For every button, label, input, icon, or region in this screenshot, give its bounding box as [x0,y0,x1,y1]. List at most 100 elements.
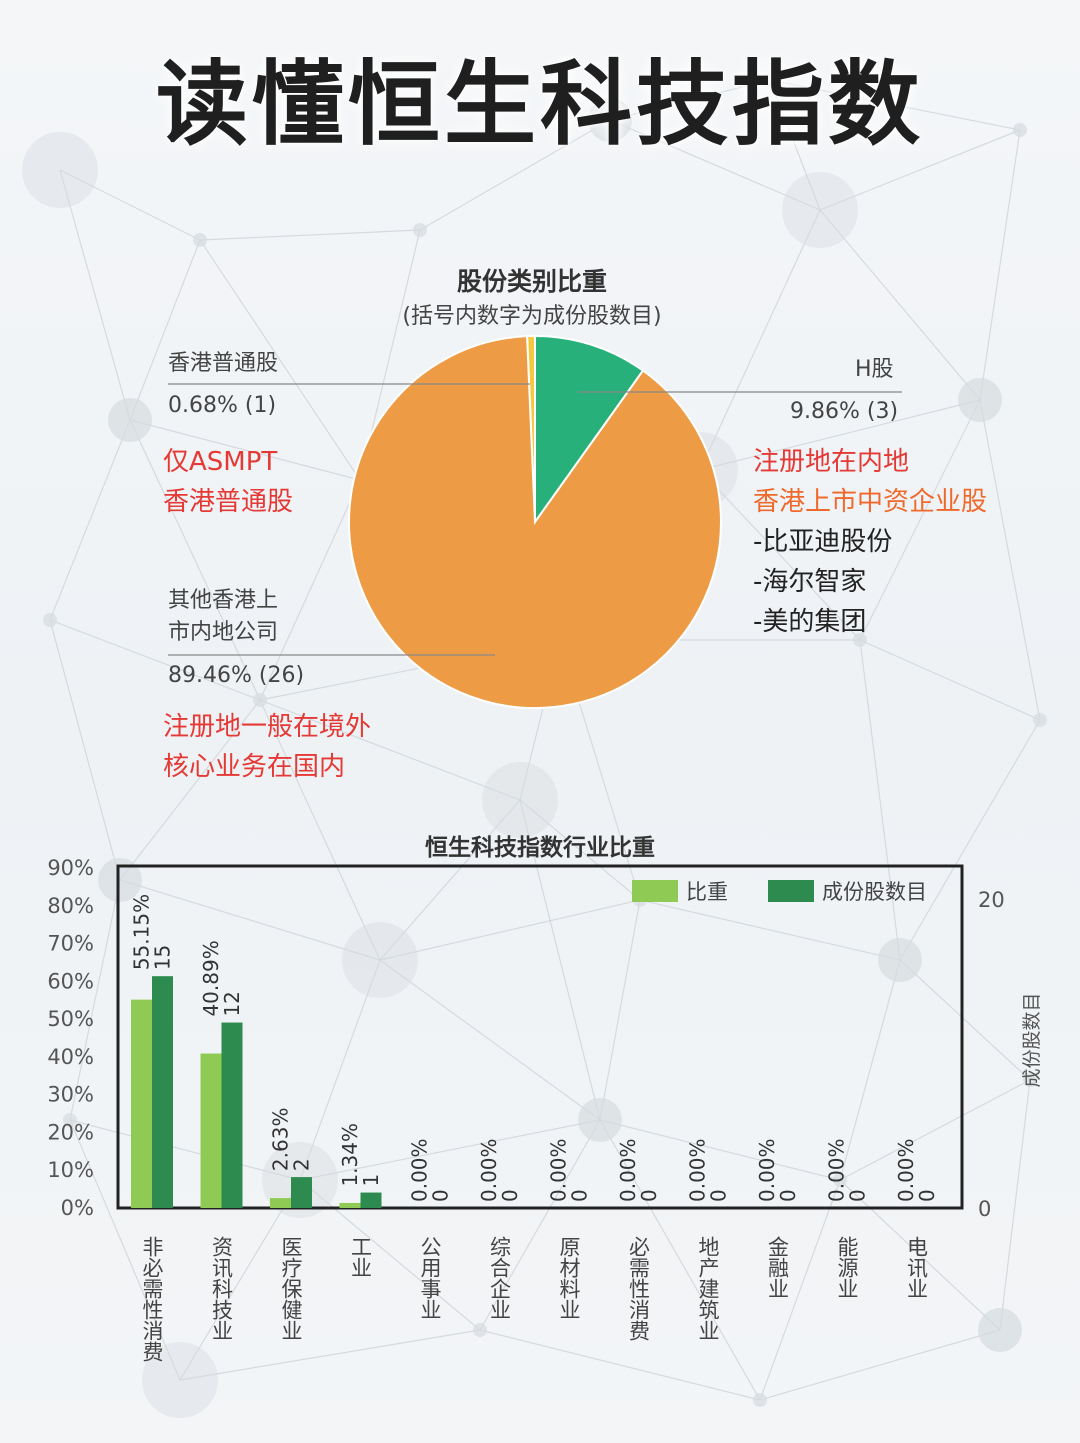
network-node [578,1098,622,1142]
category-label: 金融业 [766,1236,790,1299]
y-tick-label-left: 30% [47,1083,94,1107]
note-hk-ordinary-2: 香港普通股 [163,487,294,517]
bar-weight [270,1198,291,1208]
data-label-weight: 0.00% [616,1138,640,1202]
y-tick-label-left: 20% [47,1120,94,1144]
data-label-count: 0 [846,1189,870,1202]
network-link [59,169,131,421]
note-h-share-2: 香港上市中资企业股 [753,487,988,517]
network-link [199,239,361,481]
category-label: 工业 [349,1236,373,1278]
label-hk-ordinary-name: 香港普通股 [168,351,279,376]
data-label-count: 0 [429,1189,453,1202]
data-label-weight: 0.00% [825,1138,849,1202]
network-link [859,639,901,961]
network-link [69,1119,301,1181]
network-link [49,619,121,881]
data-label-count: 2 [290,1158,314,1171]
y-tick-label-right: 0 [978,1197,991,1221]
network-link [979,399,1041,721]
network-link [839,959,901,1181]
legend-swatch-count [768,880,814,902]
network-link [299,1119,601,1181]
network-link [859,399,981,641]
category-label: 电讯业 [905,1236,929,1299]
network-link [379,799,521,961]
network-node [482,762,558,838]
network-link [299,959,381,1181]
data-label-weight: 2.63% [269,1108,293,1172]
network-node [342,922,418,998]
pie-slice [534,334,645,526]
data-label-weight: 0.00% [547,1138,571,1202]
bar-weight [339,1202,361,1208]
pie-chart [168,334,902,709]
y-tick-label-left: 50% [47,1007,94,1031]
network-link [259,699,521,801]
data-label-weight: 0.00% [686,1138,710,1202]
category-label: 能源业 [835,1236,859,1299]
category-label: 原材料业 [557,1236,581,1320]
y-tick-label-right: 20 [978,888,1005,912]
network-link [609,79,771,121]
network-link [419,119,611,231]
network-node [978,1308,1022,1352]
network-node [98,858,142,902]
y-tick-label-left: 80% [47,894,94,918]
data-label-weight: 0.00% [477,1138,501,1202]
network-link [259,479,361,701]
pie-chart-title: 股份类别比重 [456,267,607,296]
network-link [979,129,1021,401]
network-link [609,119,821,211]
page-title: 读懂恒生科技指数 [155,51,924,158]
label-other-value: 89.46% (26) [168,663,305,688]
network-node [1033,713,1047,727]
data-label-count: 0 [498,1189,522,1202]
network-node [753,1393,767,1407]
network-node [63,1113,77,1127]
note-h-share-1: 注册地在内地 [753,447,910,477]
network-link [59,169,201,241]
network-node [588,98,632,142]
network-link [859,639,1041,721]
network-node [853,633,867,647]
y-tick-label-left: 0% [61,1196,94,1220]
network-link [599,1119,841,1181]
network-link [819,209,981,401]
data-label-weight: 40.89% [199,940,223,1016]
network-link [759,1329,1001,1401]
y-tick-label-left: 40% [47,1045,94,1069]
network-link [599,899,641,1121]
network-link [49,619,261,701]
category-label: 综合企业 [488,1236,512,1320]
note-h-share-example-3: -美的集团 [753,607,867,637]
network-node [22,132,98,208]
label-h-share-value: 9.86% (3) [790,399,899,424]
network-node [142,1342,218,1418]
legend-label-weight: 比重 [686,880,728,904]
data-label-weight: 55.15% [130,894,154,970]
network-node [763,73,777,87]
bar-count [360,1192,382,1208]
network-link [839,1179,1001,1331]
bar-weight [200,1053,222,1208]
legend-swatch-weight [632,880,678,902]
category-label: 地产建筑业 [696,1236,720,1341]
plot-frame [116,864,964,1210]
pie-slice [348,335,722,709]
network-node [253,693,267,707]
network-link [639,899,901,961]
network-node [193,233,207,247]
y-tick-label-left: 70% [47,932,94,956]
note-hk-ordinary-1: 仅ASMPT [163,447,278,477]
bar-chart-title: 恒生科技指数行业比重 [425,835,655,861]
network-node [473,1323,487,1337]
network-link [899,959,1031,1081]
network-link [769,79,1021,131]
network-link [69,1119,181,1381]
network-link [49,419,131,621]
network-node [108,398,152,442]
network-link [179,1179,301,1381]
network-link [699,399,981,471]
